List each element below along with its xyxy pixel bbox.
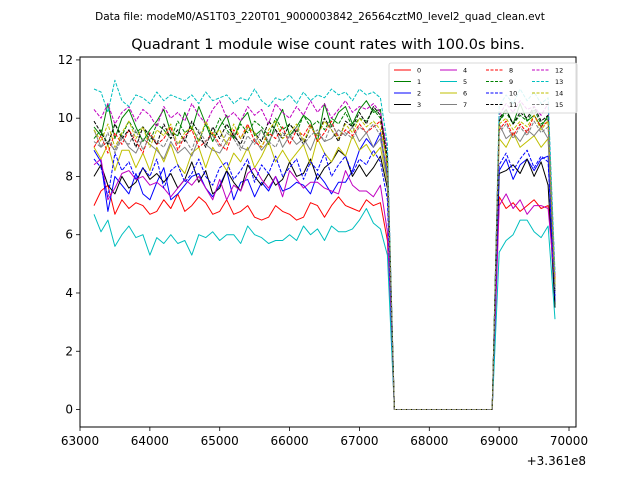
- legend-label-15: 15: [555, 101, 563, 109]
- x-tick-label: 66000: [270, 434, 308, 448]
- series-line-15: [93, 120, 556, 410]
- legend-label-4: 4: [463, 66, 467, 74]
- x-axis-offset-label: +3.361e8: [527, 454, 586, 468]
- x-tick-label: 63000: [61, 434, 99, 448]
- series-line-12: [93, 100, 556, 410]
- series-line-2: [93, 132, 556, 410]
- legend-label-10: 10: [509, 89, 517, 97]
- y-tick-label: 8: [65, 169, 73, 183]
- x-axis: 63000 64000 65000 66000 67000 68000 69000 70000: [61, 427, 588, 448]
- x-tick-label: 67000: [340, 434, 378, 448]
- series-line-6: [93, 132, 556, 410]
- series-line-4: [93, 158, 556, 410]
- y-tick-label: 12: [58, 53, 73, 67]
- legend-label-5: 5: [463, 78, 467, 86]
- y-tick-label: 6: [65, 228, 73, 242]
- legend-label-13: 13: [555, 78, 563, 86]
- series-line-3: [93, 149, 556, 410]
- y-axis: 0 2 4 6 8 10 12: [58, 53, 80, 417]
- legend-label-9: 9: [509, 78, 513, 86]
- x-tick-label: 64000: [131, 434, 169, 448]
- series-line-0: [93, 184, 556, 410]
- y-tick-label: 4: [65, 286, 73, 300]
- legend-label-0: 0: [417, 66, 421, 74]
- legend-box: [388, 62, 578, 114]
- series-line-10: [93, 149, 556, 410]
- legend-label-12: 12: [555, 66, 563, 74]
- legend-label-1: 1: [417, 78, 421, 86]
- y-tick-label: 0: [65, 403, 73, 417]
- legend-label-8: 8: [509, 66, 513, 74]
- series-layer: [93, 79, 556, 410]
- x-tick-label: 65000: [201, 434, 239, 448]
- y-tick-label: 10: [58, 111, 73, 125]
- x-tick-label: 70000: [550, 434, 588, 448]
- legend-label-6: 6: [463, 89, 467, 97]
- plot-frame: [79, 56, 577, 428]
- legend-label-14: 14: [555, 89, 563, 97]
- legend-label-2: 2: [417, 89, 421, 97]
- x-tick-label: 68000: [410, 434, 448, 448]
- chart-title: Quadrant 1 module wise count rates with …: [131, 37, 525, 53]
- y-tick-label: 2: [65, 344, 73, 358]
- legend-label-11: 11: [509, 101, 517, 109]
- series-line-5: [93, 208, 556, 410]
- figure-suptitle: Data file: modeM0/AS1T03_220T01_90000038…: [95, 11, 545, 23]
- legend-label-3: 3: [417, 101, 421, 109]
- series-line-7: [93, 123, 556, 410]
- x-tick-label: 69000: [480, 434, 518, 448]
- legend-label-7: 7: [463, 101, 467, 109]
